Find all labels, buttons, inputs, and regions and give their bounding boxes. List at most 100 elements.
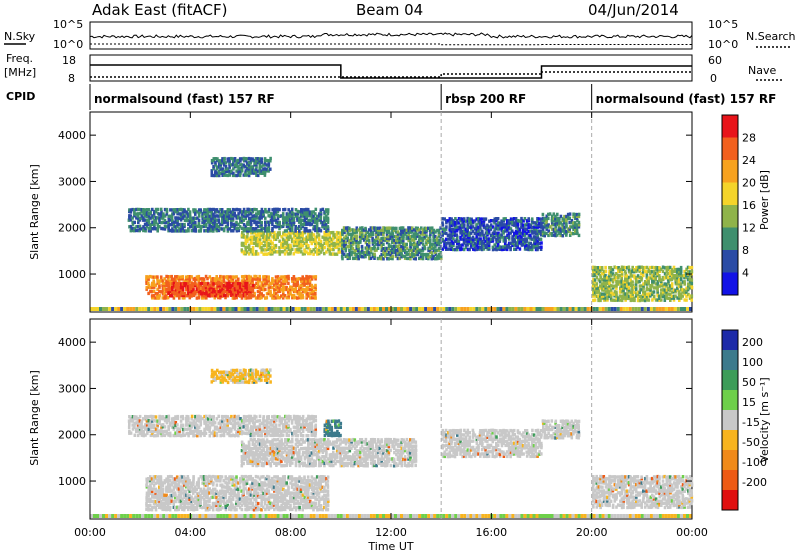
power-near-range-cell [466,307,469,311]
power-near-range-cell [505,307,508,311]
power-near-range-cell [400,307,403,311]
power-cell [690,298,693,301]
power-cell [160,275,163,278]
power-near-range-cell [668,307,671,311]
power-near-range-cell [226,307,229,311]
power-near-range-cell [409,307,412,311]
power-near-range-cell [138,307,141,311]
noise-search-label: N.Search [746,30,796,43]
power-near-range-cell [168,307,171,311]
power-near-range-cell [656,307,659,311]
power-cell [198,219,201,222]
power-near-range-cell [183,307,186,311]
power-cell [691,278,694,281]
power-near-range-cell [602,307,605,311]
power-cell [368,239,371,242]
power-near-range-cell [551,307,554,311]
power-cell [497,217,500,220]
freq-tick-top: 18 [62,54,76,67]
power-near-range-cell [310,307,313,311]
power-near-range-cell [210,307,213,311]
power-cell [318,233,321,236]
power-near-range-cell [93,307,96,311]
power-near-range-cell [147,307,150,311]
power-near-range-cell [644,307,647,311]
power-near-range-cell [268,307,271,311]
power-near-range-cell [376,307,379,311]
power-cell [691,266,694,269]
power-near-range-cell [250,307,253,311]
power-near-range-cell [496,307,499,311]
power-near-range-cell [527,307,530,311]
power-cell [691,294,694,297]
power-cell [527,217,530,220]
power-cell [194,282,197,285]
power-near-range-cell [517,307,520,311]
power-near-range-cell [686,307,689,311]
power-cell [624,270,627,273]
power-cell [524,217,527,220]
nave-tick-bottom: 0 [710,72,717,85]
power-cell [556,213,559,216]
power-near-range-cell [620,307,623,311]
power-near-range-cell [677,307,680,311]
power-near-range-cell [499,307,502,311]
power-cell [601,266,604,269]
power-near-range-cell [599,307,602,311]
power-cell [291,208,294,211]
power-near-range-cell [361,307,364,311]
power-near-range-cell [403,307,406,311]
noise-left-tick-bottom: 10^0 [53,38,83,51]
power-cell [307,244,310,247]
power-ytick-label: 1000 [58,268,86,281]
power-cell [691,282,694,285]
cpid-segment-0: normalsound (fast) 157 RF [94,92,275,106]
power-near-range-cell [265,307,268,311]
power-cell [628,266,631,269]
power-cell [260,246,263,249]
power-near-range-cell [481,307,484,311]
power-near-range-cell [680,307,683,311]
power-near-range-cell [102,307,105,311]
power-near-range-cell [286,307,289,311]
power-near-range-cell [385,307,388,311]
power-cell [147,281,150,284]
power-cell [314,284,317,287]
velocity-cell [162,487,165,490]
velocity-cell [192,475,195,478]
power-near-range-cell [650,307,653,311]
power-near-range-cell [626,307,629,311]
power-cell [578,234,581,237]
power-near-range-cell [367,307,370,311]
power-cell [671,282,674,285]
power-near-range-cell [322,307,325,311]
power-near-range-cell [427,307,430,311]
power-cell [653,295,656,298]
power-cell [278,221,281,224]
power-cell [287,275,290,278]
power-near-range-cell [141,307,144,311]
power-cell [189,210,192,213]
power-near-range-cell [232,307,235,311]
power-ytick-label: 4000 [58,129,86,142]
power-cell [356,234,359,237]
power-cell [261,157,264,160]
power-near-range-cell [180,307,183,311]
power-cell [405,243,408,246]
power-near-range-cell [216,307,219,311]
power-cell [364,227,367,230]
power-near-range-cell [198,307,201,311]
power-near-range-cell [430,307,433,311]
velocity-cell [169,506,172,509]
power-near-range-cell [617,307,620,311]
power-cell [638,266,641,269]
nave-trace [90,72,692,77]
noise-left-tick-top: 10^5 [53,18,83,31]
power-near-range-cell [108,307,111,311]
power-near-range-cell [614,307,617,311]
power-cell [680,266,683,269]
power-cell [691,270,694,273]
power-near-range-cell [578,307,581,311]
power-cell [402,226,405,229]
